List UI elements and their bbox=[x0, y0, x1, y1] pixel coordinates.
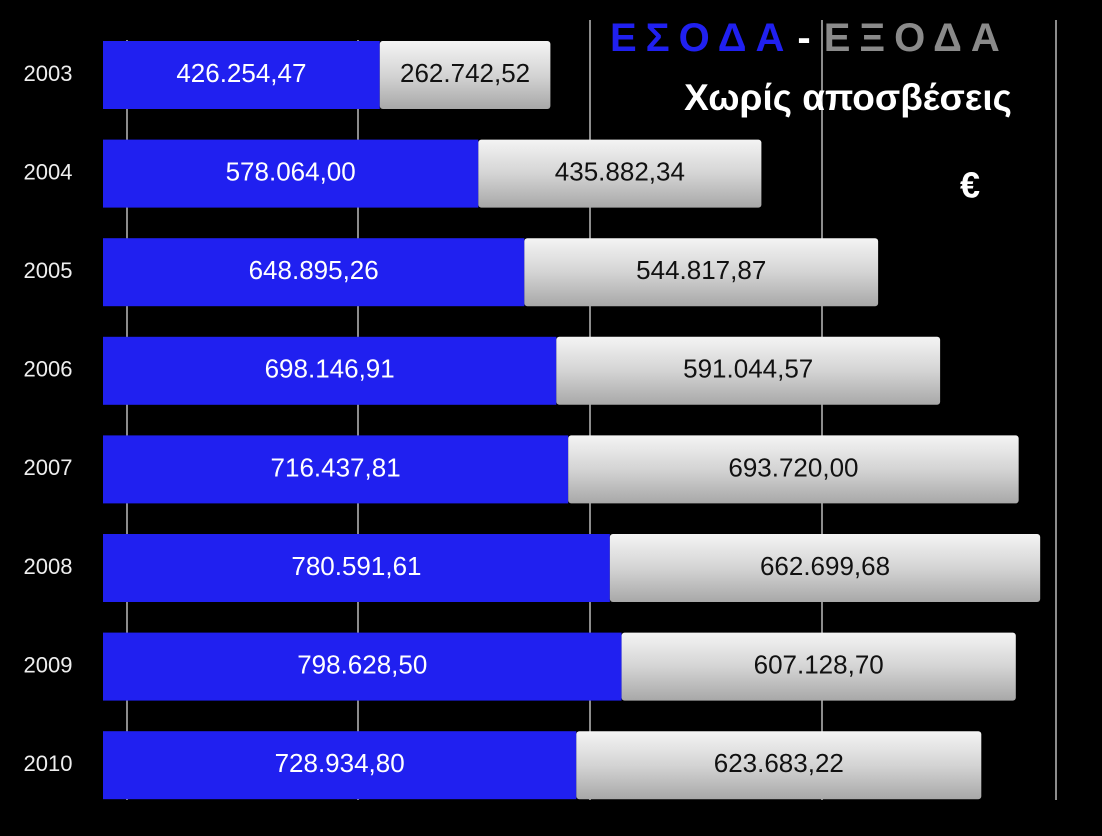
y-tick-label: 2009 bbox=[24, 652, 73, 677]
y-tick-label: 2005 bbox=[24, 258, 73, 283]
annotation: € bbox=[960, 165, 980, 206]
bar-segment bbox=[609, 534, 1041, 602]
title-part: ΕΣΟΔΑ bbox=[610, 16, 793, 60]
bar-segment bbox=[478, 139, 762, 208]
value-label: 728.934,80 bbox=[275, 748, 405, 778]
value-label: 693.720,00 bbox=[728, 452, 858, 482]
value-label: 698.146,91 bbox=[265, 354, 395, 384]
bar-segment bbox=[103, 731, 577, 800]
value-label: 426.254,47 bbox=[176, 58, 306, 88]
bar-segment bbox=[103, 632, 622, 701]
subtitle: Χωρίς αποσβέσεις bbox=[684, 77, 1012, 118]
value-label: 591.044,57 bbox=[683, 354, 813, 384]
value-label: 662.699,68 bbox=[760, 551, 890, 581]
bar-segment bbox=[379, 41, 551, 109]
bar-segment bbox=[103, 139, 479, 208]
bar-segment bbox=[103, 41, 380, 109]
bar-segment bbox=[621, 632, 1016, 701]
title-part: ΕΞΟΔΑ bbox=[824, 16, 1009, 60]
chart-title: ΕΣΟΔΑ - ΕΞΟΔΑ bbox=[610, 16, 1009, 60]
value-label: 648.895,26 bbox=[249, 255, 379, 285]
bar-segment bbox=[556, 336, 941, 405]
y-tick-label: 2008 bbox=[24, 554, 73, 579]
value-label: 544.817,87 bbox=[636, 255, 766, 285]
value-label: 435.882,34 bbox=[555, 156, 685, 186]
y-tick-label: 2007 bbox=[24, 455, 73, 480]
bar-segment bbox=[103, 238, 525, 307]
title-part: - bbox=[797, 16, 819, 60]
value-label: 262.742,52 bbox=[400, 58, 530, 88]
bar-segment bbox=[103, 435, 569, 504]
value-label: 578.064,00 bbox=[226, 156, 356, 186]
bar-segment bbox=[103, 534, 610, 602]
bars: 2003 426.254,47 262.742,52 2004 578.064,00 43… bbox=[24, 41, 1041, 800]
bar-segment bbox=[103, 336, 557, 405]
value-label: 716.437,81 bbox=[271, 452, 401, 482]
bar-segment bbox=[568, 435, 1019, 504]
value-label: 798.628,50 bbox=[297, 649, 427, 679]
y-tick-label: 2004 bbox=[24, 159, 73, 184]
value-label: 780.591,61 bbox=[291, 551, 421, 581]
y-tick-label: 2003 bbox=[24, 61, 73, 86]
bar-segment bbox=[576, 731, 982, 800]
value-label: 623.683,22 bbox=[714, 748, 844, 778]
y-tick-label: 2006 bbox=[24, 357, 73, 382]
value-label: 607.128,70 bbox=[754, 649, 884, 679]
bar-segment bbox=[524, 238, 879, 307]
y-tick-label: 2010 bbox=[24, 751, 73, 776]
